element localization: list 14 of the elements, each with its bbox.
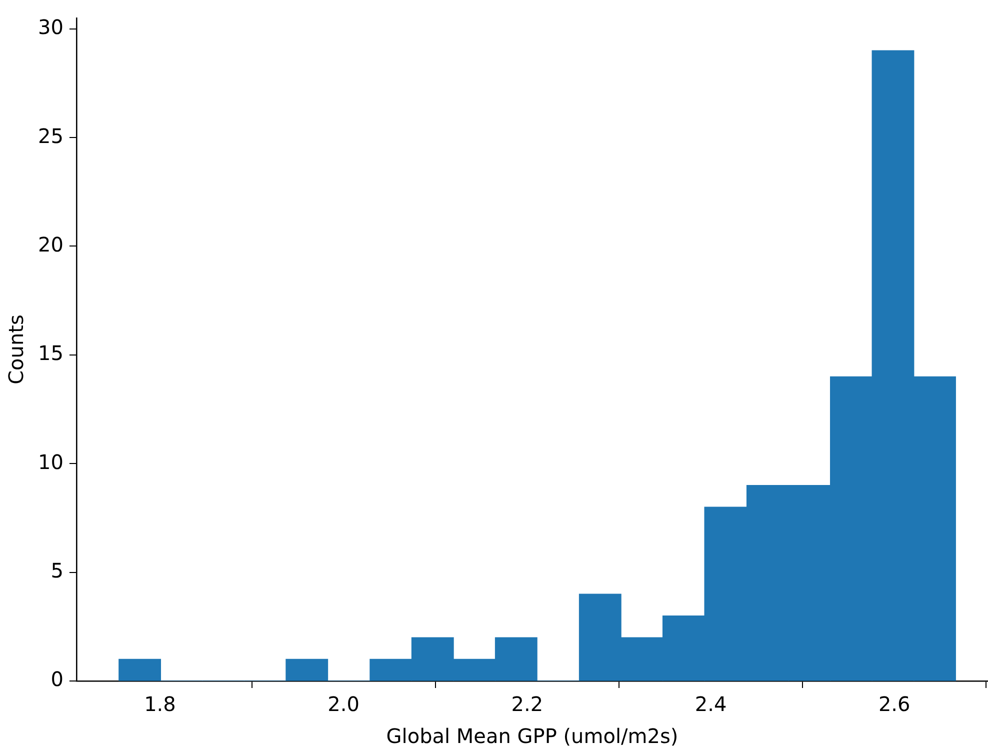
y-tick-label: 25 — [38, 124, 64, 148]
x-axis-title: Global Mean GPP (umol/m2s) — [386, 724, 678, 748]
y-tick-label: 10 — [38, 450, 64, 474]
y-tick-label: 30 — [38, 15, 64, 40]
x-tick-label: 2.4 — [694, 692, 727, 716]
x-tick-label: 2.0 — [328, 692, 360, 716]
x-tick-label: 2.6 — [878, 692, 910, 716]
y-axis-title: Counts — [4, 314, 28, 384]
y-tick-label: 5 — [50, 558, 64, 583]
y-tick-label: 20 — [38, 232, 64, 256]
y-tick-label: 0 — [50, 667, 64, 692]
y-tick-label: 15 — [38, 341, 64, 366]
x-tick-label: 1.8 — [144, 692, 176, 716]
x-tick-label: 2.2 — [511, 692, 544, 716]
